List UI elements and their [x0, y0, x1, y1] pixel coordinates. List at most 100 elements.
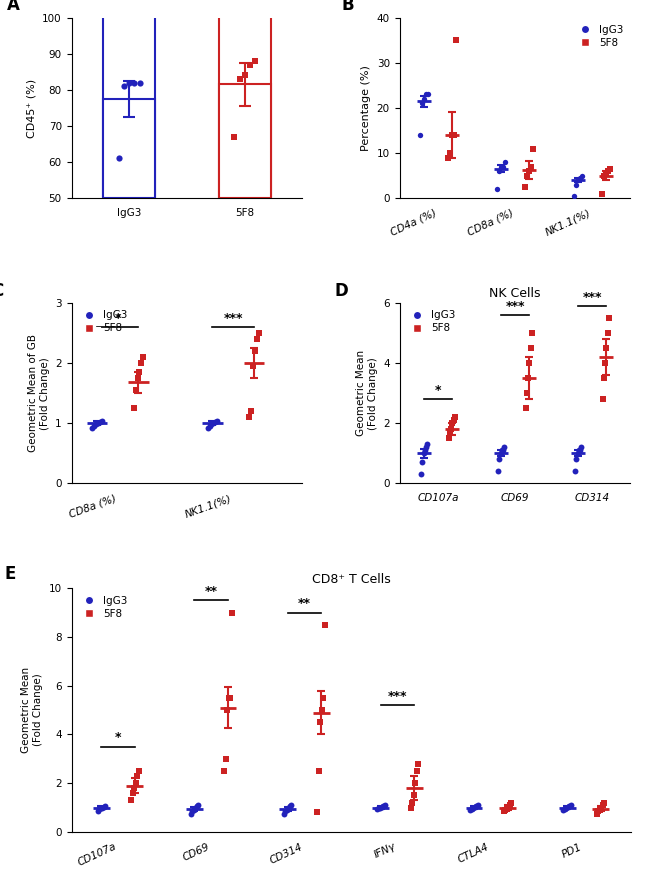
Point [573, 446, 583, 460]
Point [417, 455, 428, 469]
Point [245, 58, 255, 72]
Text: E: E [5, 565, 16, 582]
Point [570, 465, 580, 479]
Point [114, 151, 124, 165]
Point [596, 800, 606, 814]
Point [372, 803, 382, 817]
Point [376, 800, 387, 814]
Point [471, 799, 482, 813]
Point [283, 800, 294, 814]
Point [450, 33, 461, 47]
Point [205, 419, 215, 433]
Point [571, 452, 582, 466]
Point [375, 800, 385, 814]
Point [131, 776, 141, 790]
Point [378, 799, 388, 813]
Legend: IgG3, 5F8: IgG3, 5F8 [77, 308, 129, 335]
Point [250, 54, 261, 68]
Point [450, 411, 460, 425]
Point [93, 416, 103, 430]
Point [279, 806, 289, 820]
Point [98, 800, 109, 814]
Bar [103, 99, 155, 198]
Text: *: * [114, 312, 121, 325]
Point [526, 326, 537, 340]
Point [222, 703, 233, 717]
Point [235, 72, 245, 86]
Point [185, 806, 196, 820]
Point [597, 187, 607, 201]
Point [208, 416, 218, 430]
Point [97, 800, 107, 814]
Point [411, 764, 422, 778]
Point [138, 350, 148, 365]
Point [422, 88, 433, 102]
Point [92, 804, 103, 819]
Point [445, 425, 455, 439]
Point [601, 341, 612, 355]
Point [593, 804, 604, 819]
Point [203, 420, 213, 435]
Y-axis label: Geometric Mean
(Fold Change): Geometric Mean (Fold Change) [356, 350, 378, 436]
Point [129, 401, 139, 415]
Point [254, 326, 264, 340]
Point [421, 440, 431, 454]
Point [94, 803, 104, 817]
Point [569, 189, 580, 203]
Point [499, 804, 509, 819]
Point [577, 168, 587, 182]
Point [126, 793, 136, 807]
Point [468, 800, 478, 814]
Point [227, 605, 237, 620]
Point [496, 159, 506, 173]
Text: C: C [0, 281, 3, 300]
Point [96, 414, 107, 428]
Point [229, 130, 240, 144]
Point [320, 618, 330, 632]
Point [119, 79, 129, 93]
Point [96, 801, 106, 815]
Text: **: ** [298, 597, 311, 610]
Point [469, 800, 480, 814]
Y-axis label: Geometric Mean of GB
(Fold Change): Geometric Mean of GB (Fold Change) [28, 335, 49, 452]
Point [91, 417, 101, 431]
Text: *: * [435, 384, 441, 397]
Legend: IgG3, 5F8: IgG3, 5F8 [77, 594, 129, 620]
Point [419, 443, 430, 458]
Point [240, 68, 250, 82]
Point [252, 332, 262, 346]
Point [129, 75, 140, 89]
Title: CD8⁺ T Cells: CD8⁺ T Cells [311, 573, 391, 586]
Point [206, 417, 216, 431]
Point [212, 414, 222, 428]
Point [603, 164, 613, 178]
Point [131, 383, 141, 397]
Point [522, 168, 532, 182]
Point [600, 356, 610, 370]
Point [500, 803, 510, 817]
Point [422, 437, 432, 451]
Point [592, 806, 602, 820]
Point [497, 443, 507, 458]
Y-axis label: Percentage (%): Percentage (%) [361, 65, 371, 150]
Point [192, 799, 202, 813]
Point [525, 356, 535, 370]
Point [473, 798, 483, 812]
Point [571, 178, 581, 192]
Point [563, 800, 573, 814]
Point [573, 173, 583, 188]
Point [504, 798, 515, 812]
Point [220, 751, 231, 766]
Legend: IgG3, 5F8: IgG3, 5F8 [573, 23, 625, 50]
Point [526, 159, 536, 173]
Text: ***: *** [224, 312, 243, 325]
Point [500, 155, 510, 169]
Point [417, 96, 428, 111]
Point [136, 356, 146, 370]
Text: B: B [342, 0, 354, 14]
Point [413, 757, 423, 771]
Point [127, 786, 138, 800]
Point [129, 781, 139, 795]
Point [494, 452, 504, 466]
Point [312, 805, 322, 820]
